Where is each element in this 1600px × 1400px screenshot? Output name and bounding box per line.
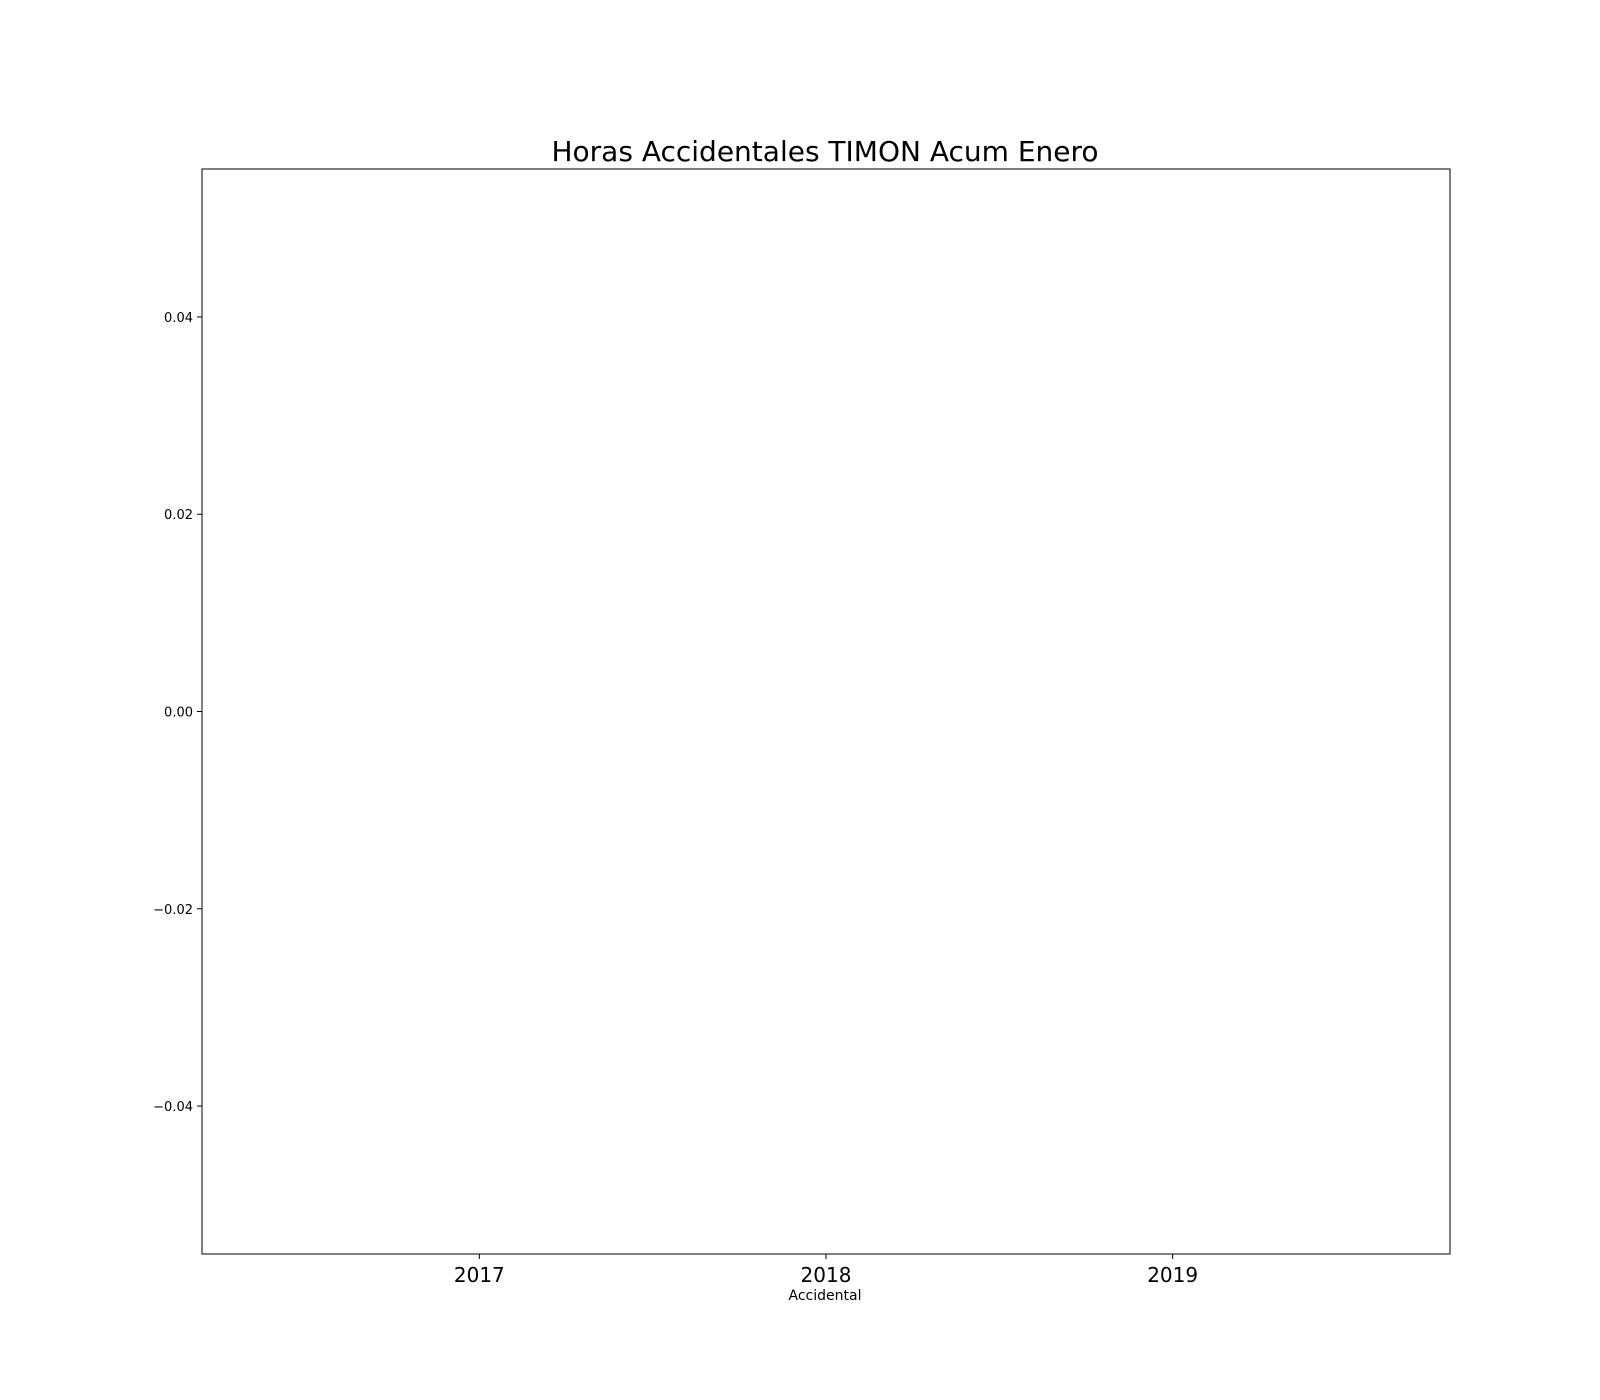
- y-tick-label: −0.02: [153, 903, 193, 918]
- x-tick-label: 2018: [801, 1263, 852, 1287]
- y-tick-label: 0.02: [164, 508, 193, 523]
- y-tick-label: 0.04: [164, 311, 193, 326]
- y-tick-label: −0.04: [153, 1100, 193, 1115]
- y-axis: 0.04 0.02 0.00 −0.02 −0.04: [153, 311, 202, 1115]
- x-axis: 2017 2018 2019: [454, 1254, 1198, 1287]
- x-axis-label: Accidental: [789, 1288, 862, 1304]
- x-tick-label: 2019: [1147, 1263, 1198, 1287]
- y-tick-label: 0.00: [164, 706, 193, 721]
- chart-title: Horas Accidentales TIMON Acum Enero: [551, 135, 1098, 168]
- x-tick-label: 2017: [454, 1263, 505, 1287]
